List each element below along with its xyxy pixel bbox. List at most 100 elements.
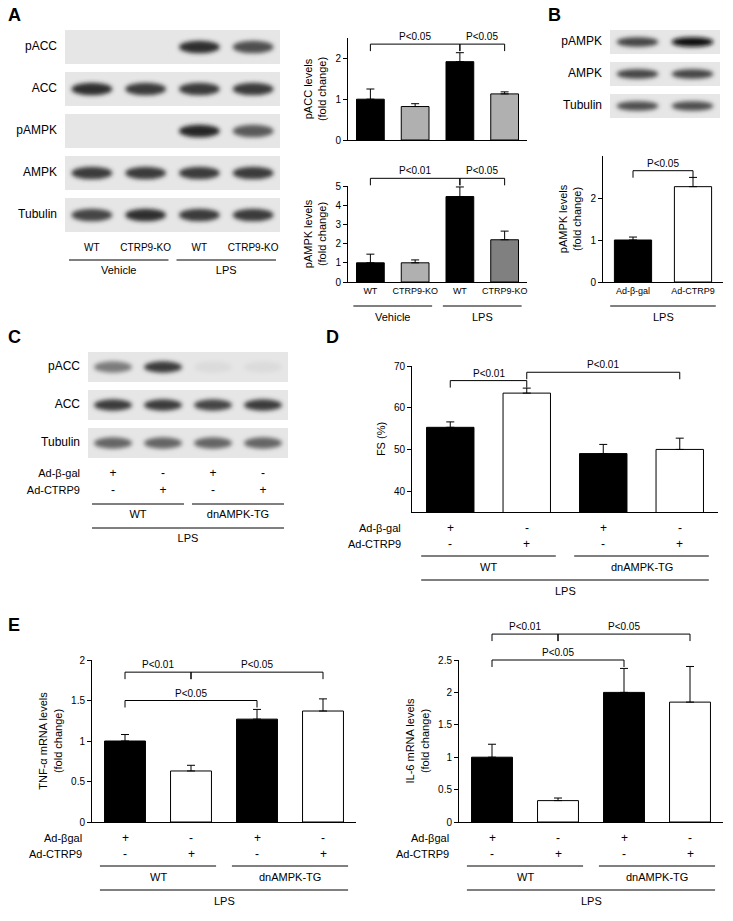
svg-text:TNF-α mRNA levels(fold change): TNF-α mRNA levels(fold change) xyxy=(37,692,63,790)
svg-text:+: + xyxy=(555,847,562,861)
svg-text:Ad-CTRP9: Ad-CTRP9 xyxy=(27,484,80,496)
svg-text:-: - xyxy=(211,483,215,497)
svg-text:2: 2 xyxy=(335,238,341,249)
svg-text:Vehicle: Vehicle xyxy=(101,264,136,276)
svg-text:LPS: LPS xyxy=(472,311,493,323)
svg-text:60: 60 xyxy=(394,402,406,413)
svg-text:Ad-β-gal: Ad-β-gal xyxy=(616,286,650,296)
svg-text:+: + xyxy=(259,483,266,497)
svg-text:0: 0 xyxy=(335,135,341,146)
svg-text:CTRP9-KO: CTRP9-KO xyxy=(392,286,438,296)
svg-text:P<0.05: P<0.05 xyxy=(241,659,273,670)
svg-text:-: - xyxy=(261,466,265,480)
svg-text:5: 5 xyxy=(335,181,341,192)
svg-text:E: E xyxy=(8,615,20,635)
svg-text:Ad-CTRP9: Ad-CTRP9 xyxy=(671,286,715,296)
svg-text:D: D xyxy=(326,327,339,347)
svg-text:WT: WT xyxy=(480,561,497,573)
svg-text:LPS: LPS xyxy=(216,264,237,276)
svg-text:pAMPK levels(fold change): pAMPK levels(fold change) xyxy=(557,184,583,253)
svg-text:WT: WT xyxy=(129,508,146,520)
svg-text:Ad-β-gal: Ad-β-gal xyxy=(38,467,80,479)
svg-text:P<0.05: P<0.05 xyxy=(399,31,431,42)
svg-text:dnAMPK-TG: dnAMPK-TG xyxy=(259,871,321,883)
svg-text:+: + xyxy=(687,847,694,861)
svg-text:2: 2 xyxy=(590,193,596,204)
svg-text:0: 0 xyxy=(446,817,452,828)
svg-text:-: - xyxy=(161,466,165,480)
svg-text:C: C xyxy=(8,327,21,347)
svg-text:LPS: LPS xyxy=(214,895,235,907)
svg-text:2: 2 xyxy=(446,687,452,698)
svg-text:-: - xyxy=(111,483,115,497)
svg-text:CTRP9-KO: CTRP9-KO xyxy=(482,286,528,296)
svg-text:-: - xyxy=(189,831,193,845)
svg-text:dnAMPK-TG: dnAMPK-TG xyxy=(626,871,688,883)
svg-text:WT: WT xyxy=(84,242,100,253)
svg-text:P<0.01: P<0.01 xyxy=(399,165,431,176)
svg-text:A: A xyxy=(8,5,21,25)
svg-text:P<0.05: P<0.05 xyxy=(466,165,498,176)
svg-text:-: - xyxy=(622,847,626,861)
svg-text:-: - xyxy=(601,537,605,551)
svg-text:70: 70 xyxy=(394,361,406,372)
svg-text:P<0.01: P<0.01 xyxy=(509,621,541,632)
svg-text:-: - xyxy=(556,831,560,845)
svg-text:P<0.01: P<0.01 xyxy=(473,368,505,379)
svg-text:pAMPK levels(fold change): pAMPK levels(fold change) xyxy=(302,199,328,268)
svg-text:dnAMPK-TG: dnAMPK-TG xyxy=(611,561,673,573)
svg-text:+: + xyxy=(254,831,261,845)
svg-text:2: 2 xyxy=(335,53,341,64)
svg-text:Tubulin: Tubulin xyxy=(563,98,602,112)
svg-text:1: 1 xyxy=(79,736,85,747)
svg-text:P<0.05: P<0.05 xyxy=(466,31,498,42)
svg-text:4: 4 xyxy=(335,200,341,211)
svg-text:Ad-CTRP9: Ad-CTRP9 xyxy=(396,848,449,860)
svg-text:Ad-βgal: Ad-βgal xyxy=(411,832,449,844)
svg-text:50: 50 xyxy=(394,444,406,455)
svg-text:+: + xyxy=(209,466,216,480)
svg-text:pACC: pACC xyxy=(48,359,80,373)
svg-text:-: - xyxy=(321,831,325,845)
svg-text:0: 0 xyxy=(590,277,596,288)
svg-text:pACC levels(fold change): pACC levels(fold change) xyxy=(302,57,328,121)
svg-text:0: 0 xyxy=(335,277,341,288)
svg-text:dnAMPK-TG: dnAMPK-TG xyxy=(207,508,269,520)
svg-text:0.5: 0.5 xyxy=(438,784,452,795)
svg-text:-: - xyxy=(255,847,259,861)
svg-text:-: - xyxy=(448,537,452,551)
svg-text:1: 1 xyxy=(335,94,341,105)
svg-text:P<0.05: P<0.05 xyxy=(647,158,679,169)
svg-text:pAMPK: pAMPK xyxy=(16,123,57,137)
svg-text:WT: WT xyxy=(150,871,167,883)
svg-text:WT: WT xyxy=(517,871,534,883)
svg-text:LPS: LPS xyxy=(555,585,576,597)
svg-text:1: 1 xyxy=(446,752,452,763)
svg-text:B: B xyxy=(548,5,561,25)
svg-text:+: + xyxy=(122,831,129,845)
svg-text:LPS: LPS xyxy=(178,532,199,544)
svg-text:-: - xyxy=(688,831,692,845)
svg-text:+: + xyxy=(600,521,607,535)
svg-text:WT: WT xyxy=(453,286,467,296)
svg-text:2.5: 2.5 xyxy=(438,655,452,666)
svg-text:Tubulin: Tubulin xyxy=(18,207,57,221)
svg-text:WT: WT xyxy=(363,286,377,296)
svg-text:+: + xyxy=(489,831,496,845)
svg-text:CTRP9-KO: CTRP9-KO xyxy=(120,242,171,253)
svg-text:Tubulin: Tubulin xyxy=(41,435,80,449)
svg-text:AMPK: AMPK xyxy=(23,165,57,179)
svg-text:1.5: 1.5 xyxy=(71,695,85,706)
svg-text:CTRP9-KO: CTRP9-KO xyxy=(228,242,279,253)
svg-text:+: + xyxy=(159,483,166,497)
svg-text:0.5: 0.5 xyxy=(71,776,85,787)
svg-text:-: - xyxy=(678,521,682,535)
svg-text:1: 1 xyxy=(590,235,596,246)
svg-text:+: + xyxy=(621,831,628,845)
svg-text:FS (%): FS (%) xyxy=(375,422,387,456)
svg-text:Ad-CTRP9: Ad-CTRP9 xyxy=(29,848,82,860)
svg-text:1.5: 1.5 xyxy=(438,719,452,730)
svg-text:1: 1 xyxy=(335,257,341,268)
svg-text:Ad-β-gal: Ad-β-gal xyxy=(359,522,401,534)
svg-text:-: - xyxy=(525,521,529,535)
